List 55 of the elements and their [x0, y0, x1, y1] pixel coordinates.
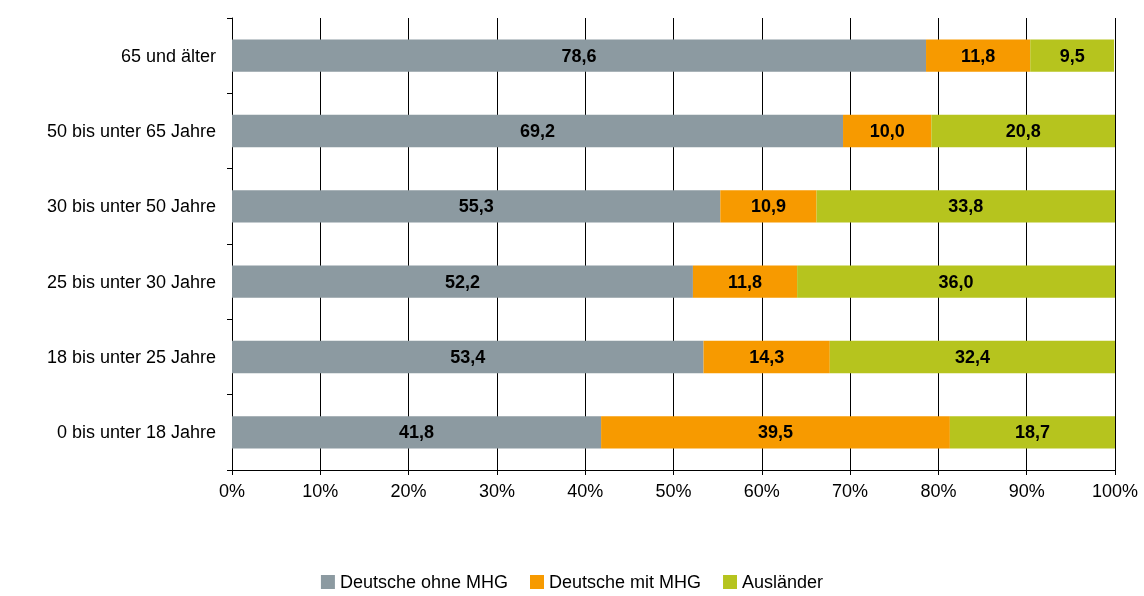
x-tick-label: 50%: [655, 481, 692, 501]
legend-label: Ausländer: [742, 572, 824, 592]
bar: [949, 416, 1115, 449]
data-label: 32,4: [954, 347, 990, 367]
x-tick-label: 60%: [743, 481, 780, 501]
data-label: 69,2: [519, 121, 556, 141]
bar: [703, 340, 830, 374]
bar: [692, 265, 798, 298]
data-label: 52,2: [444, 271, 480, 292]
data-label: 20,8: [1005, 121, 1041, 141]
legend-label: Deutsche mit MHG: [549, 572, 702, 592]
x-tick-label: 0%: [218, 481, 246, 501]
data-label: 10,9: [750, 196, 786, 217]
x-tick-label: 100%: [1091, 481, 1139, 501]
x-tick-label: 10%: [302, 481, 339, 501]
bar: [232, 265, 693, 298]
bar: [232, 416, 602, 449]
data-label: 9,5: [1059, 45, 1085, 66]
bar: [816, 190, 1115, 223]
data-label: 11,8: [961, 45, 996, 66]
data-label: 39,5: [757, 422, 794, 443]
y-tick-label: 25 bis unter 30 Jahre: [46, 271, 216, 292]
bar: [829, 340, 1115, 374]
bar: [720, 190, 817, 223]
bar: [232, 340, 704, 374]
bar: [1030, 39, 1115, 72]
data-label: 14,3: [749, 347, 785, 367]
x-tick-label: 70%: [832, 481, 869, 501]
data-label: 78,6: [561, 45, 597, 66]
x-tick-label: 90%: [1008, 481, 1045, 501]
bar: [232, 114, 844, 148]
bar: [926, 39, 1031, 72]
y-tick-label: 50 bis unter 65 Jahre: [46, 121, 216, 141]
data-label: 18,7: [1014, 422, 1050, 443]
x-tick-label: 30%: [478, 481, 515, 501]
data-label: 53,4: [450, 347, 486, 367]
y-tick-label: 0 bis unter 18 Jahre: [56, 422, 216, 443]
y-tick-label: 30 bis unter 50 Jahre: [46, 196, 216, 217]
bar: [601, 416, 950, 449]
bar: [232, 39, 927, 72]
data-label: 41,8: [399, 422, 435, 443]
x-tick-label: 20%: [390, 481, 427, 501]
x-tick-label: 80%: [920, 481, 957, 501]
legend-label: Deutsche ohne MHG: [339, 572, 509, 592]
bar: [931, 114, 1115, 148]
data-label: 36,0: [938, 271, 974, 292]
bar: [232, 190, 721, 223]
data-label: 55,3: [458, 196, 494, 217]
data-label: 10,0: [869, 121, 905, 141]
data-label: 11,8: [728, 271, 763, 292]
x-tick-label: 40%: [567, 481, 604, 501]
y-tick-label: 65 und älter: [120, 45, 216, 66]
bar: [797, 265, 1115, 298]
data-label: 33,8: [948, 196, 984, 217]
y-tick-label: 18 bis unter 25 Jahre: [46, 347, 216, 367]
